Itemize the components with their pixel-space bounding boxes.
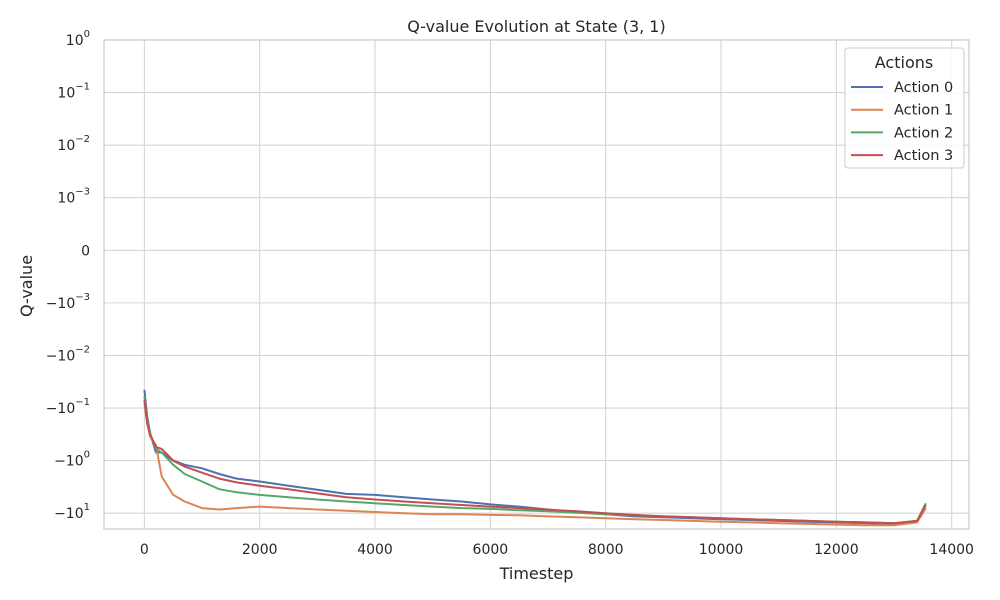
x-tick-label: 12000	[814, 542, 859, 558]
chart-title: Q-value Evolution at State (3, 1)	[407, 17, 665, 36]
series-line	[143, 399, 927, 525]
legend-label: Action 2	[894, 125, 953, 141]
y-tick-label: 10−3	[57, 187, 90, 207]
y-tick-label: 0	[81, 243, 90, 259]
x-tick-label: 8000	[588, 542, 624, 558]
y-tick-label: 10−2	[57, 134, 90, 154]
y-tick-label: −100	[54, 450, 90, 470]
x-tick-label: 10000	[699, 542, 744, 558]
y-tick-label: −10−2	[46, 344, 90, 364]
legend-label: Action 3	[894, 148, 953, 164]
y-tick-label: 100	[66, 29, 90, 49]
x-axis-label: Timestep	[499, 564, 574, 583]
legend: Actions Action 0 Action 1 Action 2 Action 3	[844, 47, 965, 169]
x-tick-label: 4000	[357, 542, 393, 558]
legend-frame	[844, 47, 965, 169]
series-line	[143, 402, 927, 527]
x-tick-label: 14000	[929, 542, 974, 558]
legend-label: Action 1	[894, 103, 953, 119]
y-tick-label: −101	[54, 502, 90, 522]
y-tick-label: −10−3	[46, 292, 90, 312]
y-axis-label: Q-value	[17, 255, 36, 317]
legend-title: Actions	[875, 53, 933, 72]
y-tick-label: 10−1	[57, 82, 90, 102]
series-lines	[143, 389, 927, 527]
x-tick-label: 2000	[242, 542, 278, 558]
y-axis-ticks: 100 10−1 10−2 10−3 0 −10−3 −10−2 −10−1 −100 −101	[46, 29, 90, 522]
x-tick-label: 6000	[473, 542, 509, 558]
legend-label: Action 0	[894, 80, 953, 96]
x-axis-ticks: 0 2000 4000 6000 8000 10000 12000 14000	[140, 542, 974, 558]
plot-area-frame	[103, 39, 970, 530]
y-tick-label: −10−1	[46, 397, 90, 417]
x-tick-label: 0	[140, 542, 149, 558]
